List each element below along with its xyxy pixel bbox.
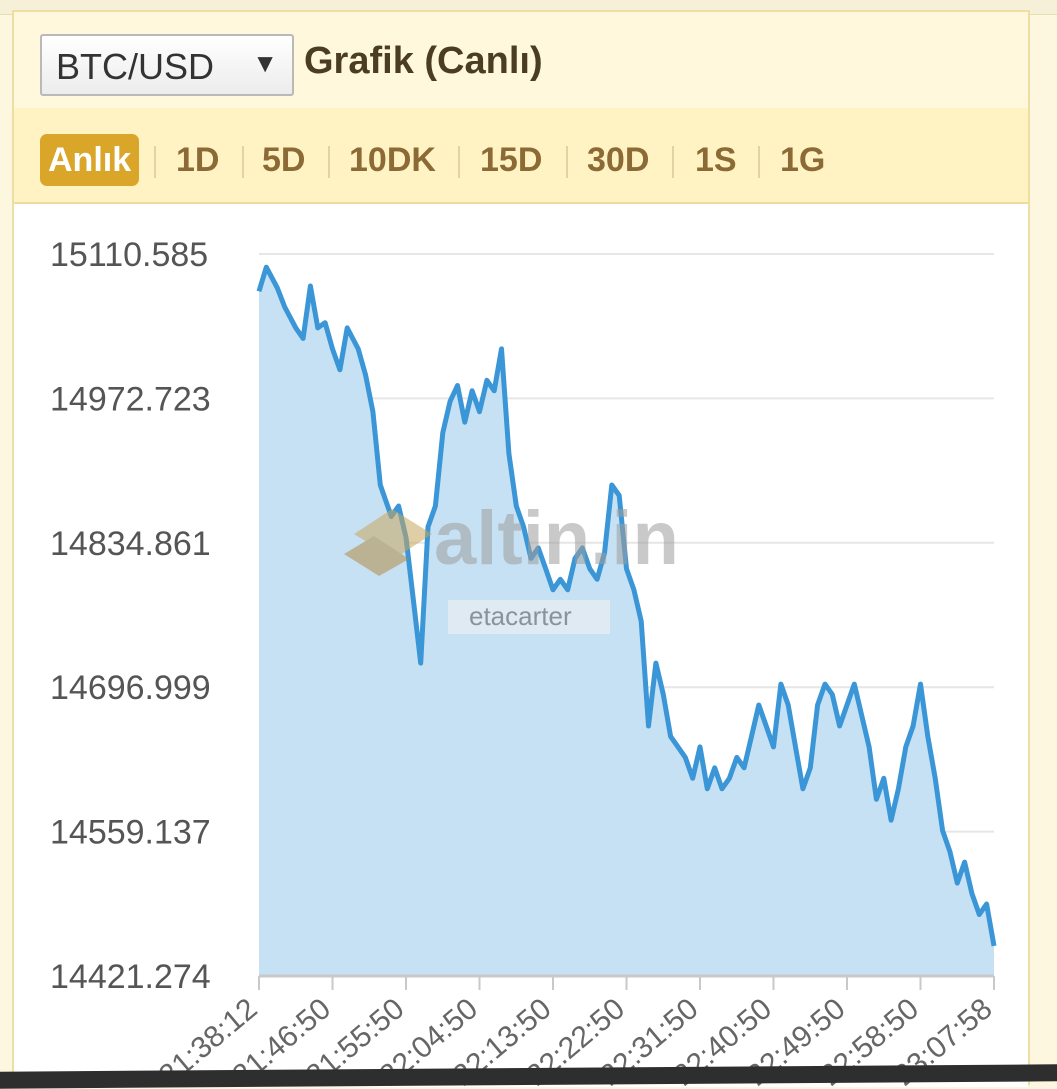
tab-10dk[interactable]: 10DK — [349, 141, 436, 179]
price-area-fill — [259, 267, 994, 976]
y-tick-label: 14972.723 — [50, 380, 211, 418]
pair-select[interactable]: BTC/USD ▼ — [40, 34, 294, 96]
tab-separator — [758, 146, 760, 178]
pair-select-value: BTC/USD — [56, 46, 215, 87]
chart-header: BTC/USD ▼ Grafik (Canlı) — [14, 12, 1028, 108]
chevron-down-icon: ▼ — [252, 48, 278, 78]
watermark-tag: etacarter — [469, 601, 572, 631]
tab-1d[interactable]: 1D — [176, 141, 220, 179]
y-tick-label: 14421.274 — [50, 958, 211, 996]
price-chart: 15110.585 14972.723 14834.861 14696.999 1455… — [50, 236, 998, 1087]
tab-30d[interactable]: 30D — [587, 141, 650, 179]
y-tick-label: 15110.585 — [50, 236, 208, 274]
y-tick-label: 14696.999 — [50, 669, 211, 707]
page-title: Grafik (Canlı) — [304, 40, 543, 82]
tab-separator — [566, 146, 568, 178]
tab-separator — [672, 146, 674, 178]
altin-logo-icon — [344, 509, 432, 576]
tab-1s[interactable]: 1S — [695, 141, 737, 179]
watermark: altin.in etacarter — [344, 496, 679, 634]
tab-separator — [458, 146, 460, 178]
y-tick-label: 14559.137 — [50, 814, 211, 852]
tab-separator — [328, 146, 330, 178]
tab-15d[interactable]: 15D — [480, 141, 543, 179]
tab-separator — [154, 146, 156, 178]
tab-separator — [242, 146, 244, 178]
tab-5d[interactable]: 5D — [262, 141, 306, 179]
chart-card: BTC/USD ▼ Grafik (Canlı) Anlık 1D 5D 10D… — [12, 10, 1030, 1087]
watermark-logo-text: altin.in — [434, 496, 679, 581]
tab-1g[interactable]: 1G — [780, 141, 826, 179]
chart-area: 15110.585 14972.723 14834.861 14696.999 1455… — [14, 204, 1028, 1087]
y-tick-label: 14834.861 — [50, 525, 211, 563]
timeframe-tabs: Anlık 1D 5D 10DK 15D 30D 1S 1G — [14, 108, 1028, 204]
tab-anlik[interactable]: Anlık — [40, 134, 140, 186]
